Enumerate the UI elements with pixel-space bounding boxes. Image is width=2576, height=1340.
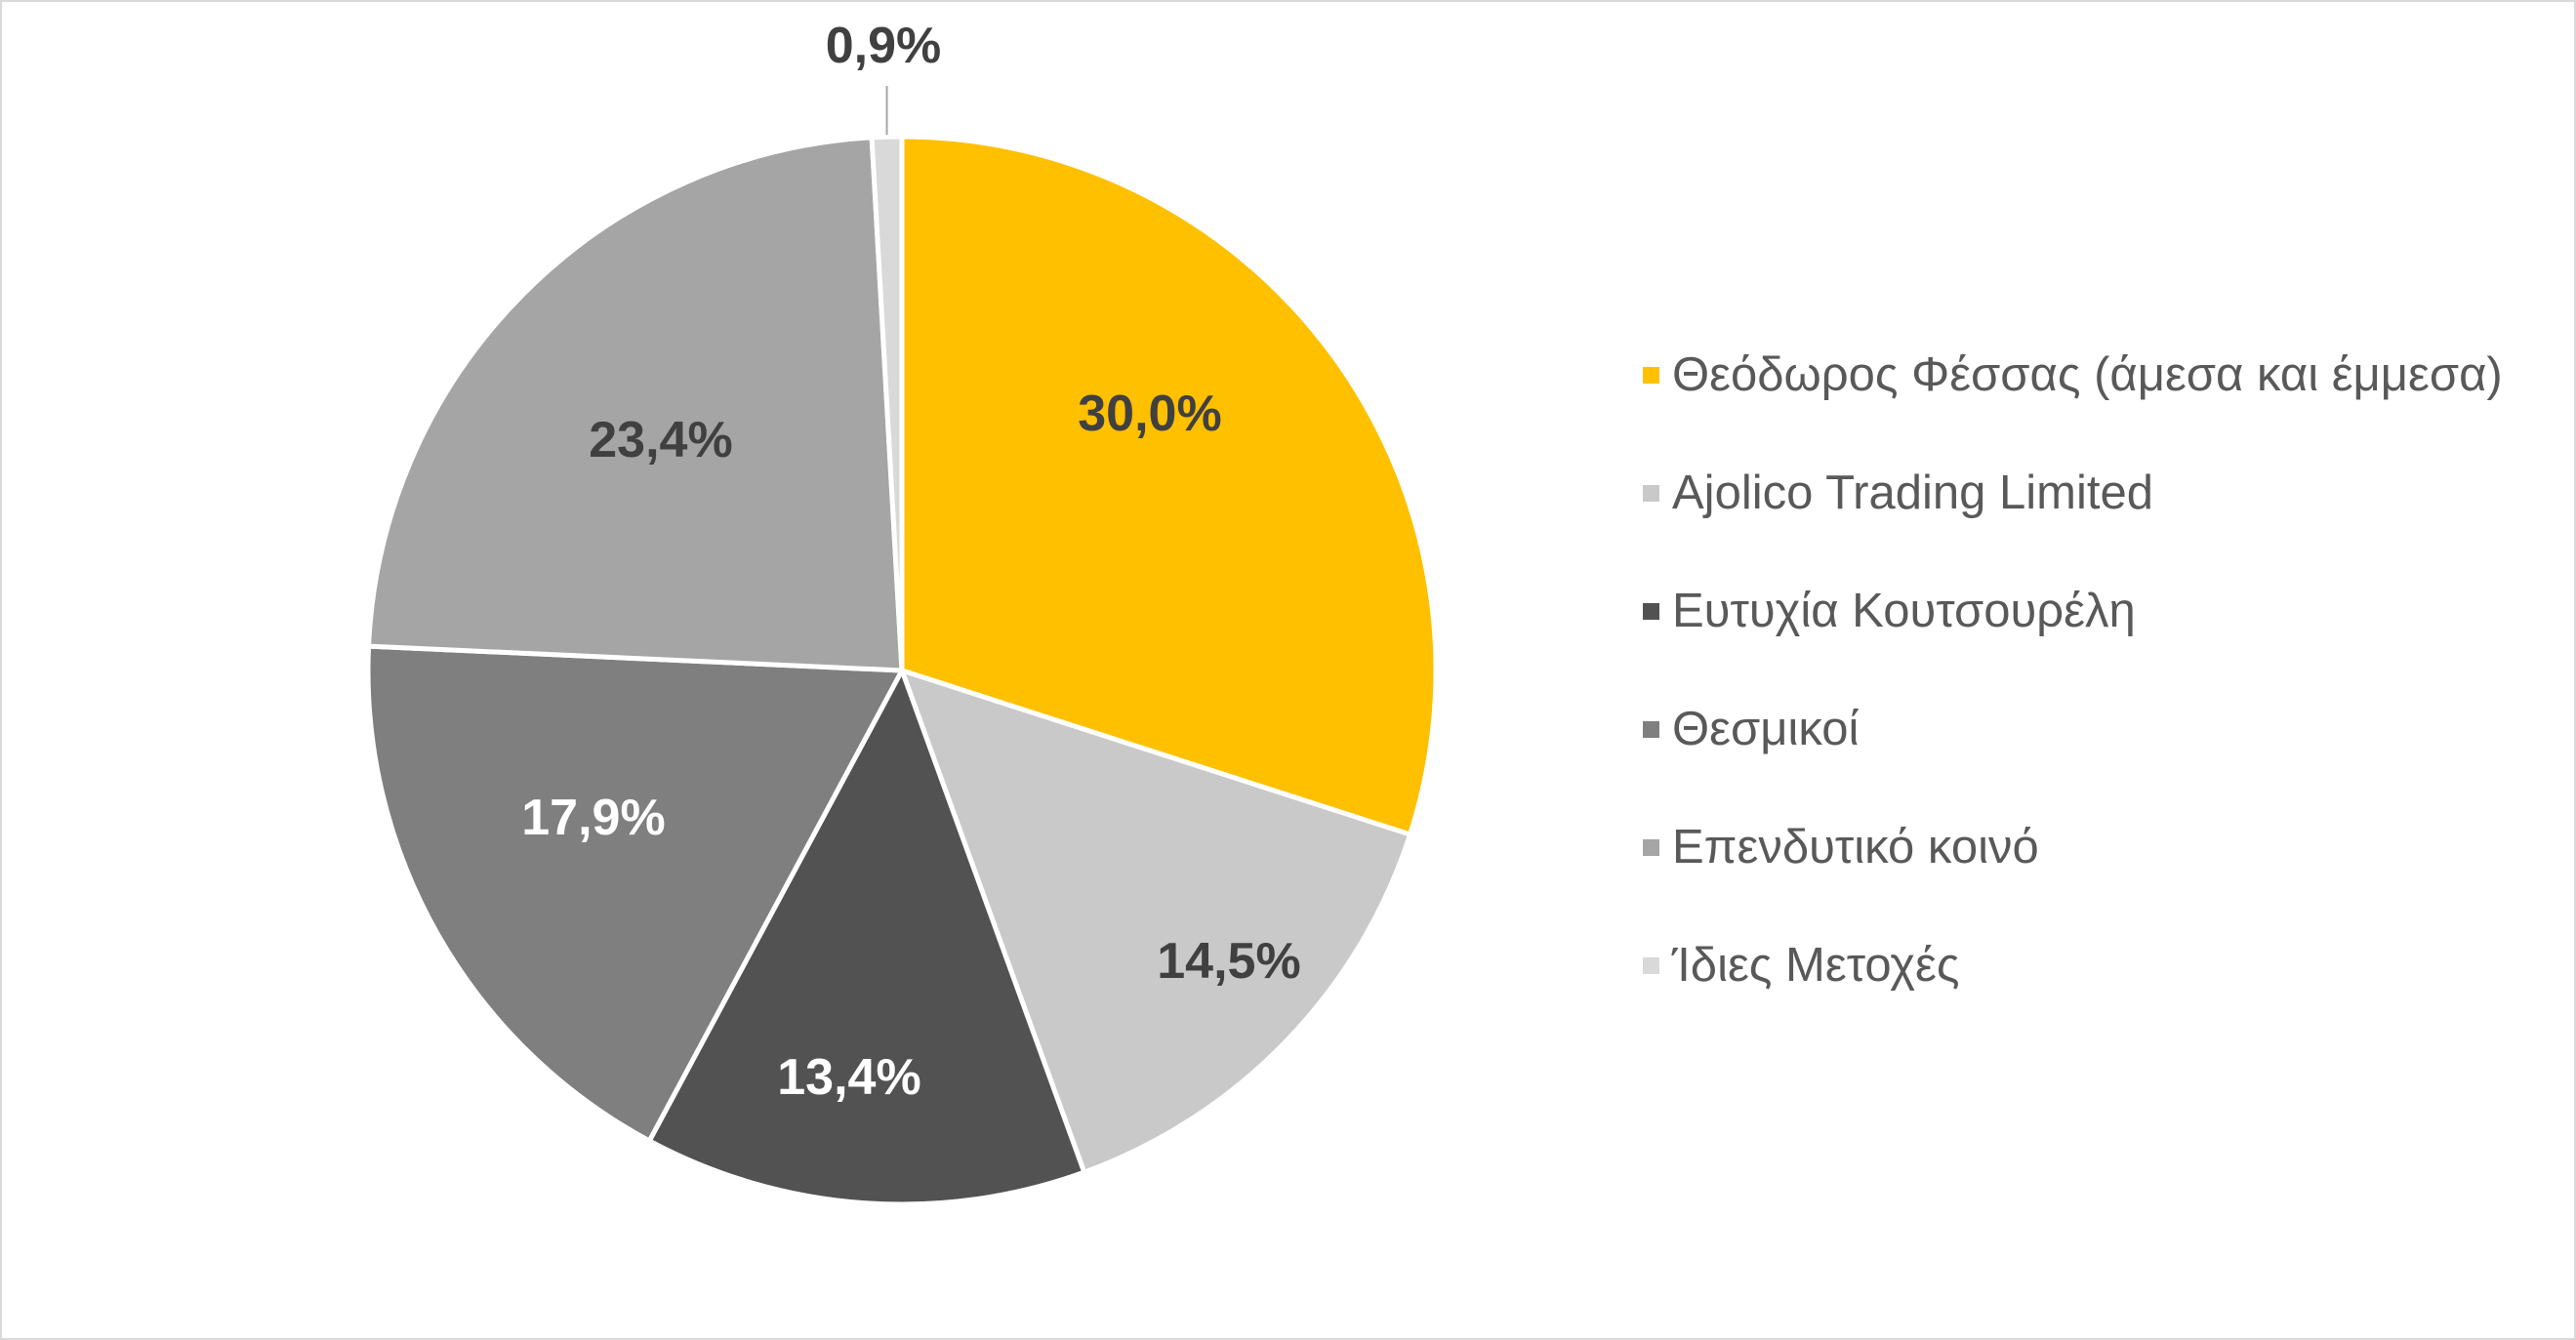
legend: Θεόδωρος Φέσσας (άμεσα και έμμεσα) Ajoli… <box>1643 345 2503 995</box>
legend-label-ajolico-trading-limited: Ajolico Trading Limited <box>1672 467 2153 519</box>
data-label-institutional: 17,9% <box>521 790 665 846</box>
legend-item-institutional: Θεσμικοί <box>1643 700 2503 758</box>
legend-label-theodoros-fessas: Θεόδωρος Φέσσας (άμεσα και έμμεσα) <box>1672 348 2503 401</box>
data-label-investing-public: 23,4% <box>589 412 732 468</box>
data-label-ajolico-trading-limited: 14,5% <box>1157 933 1300 990</box>
legend-item-investing-public: Επενδυτικό κοινό <box>1643 818 2503 876</box>
pie-slice-theodoros-fessas <box>899 134 1439 837</box>
pie-slice-investing-public <box>366 135 905 673</box>
legend-marker-treasury-shares <box>1643 956 1659 974</box>
data-label-eftychia-koutsoureli: 13,4% <box>777 1049 920 1106</box>
legend-marker-theodoros-fessas <box>1643 366 1659 384</box>
pie-slice-ajolico-trading-limited <box>899 668 1413 1175</box>
legend-marker-ajolico-trading-limited <box>1643 484 1659 502</box>
legend-marker-investing-public <box>1643 838 1659 856</box>
pie-slice-institutional <box>365 643 905 1144</box>
legend-marker-institutional <box>1643 720 1659 738</box>
data-labels: 30,0% 14,5% 13,4% 17,9% 23,4% 0,9% <box>521 18 1300 1106</box>
pie-slice-treasury-shares <box>869 134 905 673</box>
legend-label-institutional: Θεσμικοί <box>1672 703 1860 755</box>
legend-marker-eftychia-koutsoureli <box>1643 602 1659 620</box>
legend-label-eftychia-koutsoureli: Ευτυχία Κουτσουρέλη <box>1672 585 2136 637</box>
legend-item-eftychia-koutsoureli: Ευτυχία Κουτσουρέλη <box>1643 582 2503 640</box>
legend-item-treasury-shares: Ίδιες Μετοχές <box>1643 936 2503 995</box>
legend-item-theodoros-fessas: Θεόδωρος Φέσσας (άμεσα και έμμεσα) <box>1643 345 2503 404</box>
pie-slices <box>365 134 1439 1207</box>
legend-label-investing-public: Επενδυτικό κοινό <box>1672 821 2039 873</box>
pie-slice-eftychia-koutsoureli <box>646 668 1087 1207</box>
data-label-treasury-shares: 0,9% <box>826 18 942 74</box>
legend-label-treasury-shares: Ίδιες Μετοχές <box>1672 939 1960 992</box>
data-label-theodoros-fessas: 30,0% <box>1078 386 1221 442</box>
legend-item-ajolico-trading-limited: Ajolico Trading Limited <box>1643 464 2503 522</box>
